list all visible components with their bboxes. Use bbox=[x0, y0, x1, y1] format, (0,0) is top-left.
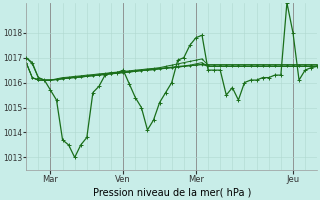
X-axis label: Pression niveau de la mer( hPa ): Pression niveau de la mer( hPa ) bbox=[92, 187, 251, 197]
